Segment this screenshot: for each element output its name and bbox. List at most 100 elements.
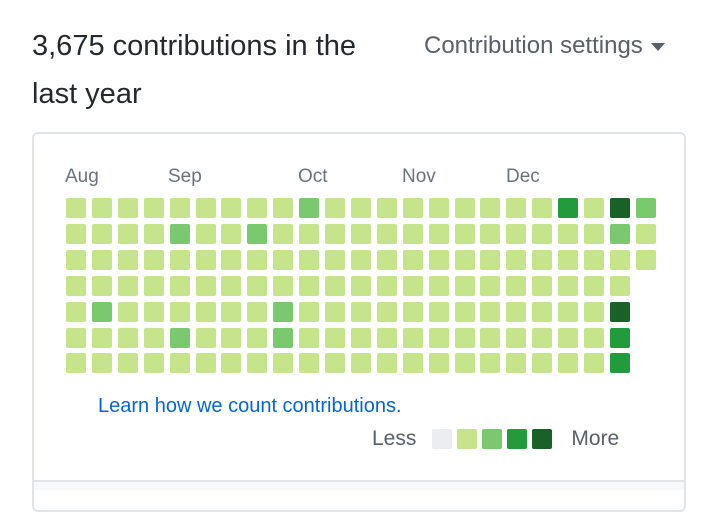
contribution-day-cell[interactable] [170,250,190,270]
contribution-day-cell[interactable] [455,198,475,218]
contribution-day-cell[interactable] [377,353,397,373]
contribution-day-cell[interactable] [558,353,578,373]
contribution-day-cell[interactable] [351,328,371,348]
contribution-day-cell[interactable] [351,250,371,270]
contribution-day-cell[interactable] [247,276,267,296]
contribution-day-cell[interactable] [558,224,578,244]
contribution-day-cell[interactable] [377,224,397,244]
contribution-day-cell[interactable] [429,276,449,296]
contribution-day-cell[interactable] [377,302,397,322]
contribution-day-cell[interactable] [273,276,293,296]
contribution-day-cell[interactable] [118,276,138,296]
contribution-day-cell[interactable] [196,302,216,322]
contribution-day-cell[interactable] [558,250,578,270]
contribution-day-cell[interactable] [144,302,164,322]
contribution-day-cell[interactable] [196,353,216,373]
contribution-day-cell[interactable] [221,276,241,296]
contribution-day-cell[interactable] [92,302,112,322]
contribution-day-cell[interactable] [118,198,138,218]
contribution-day-cell[interactable] [429,353,449,373]
contribution-day-cell[interactable] [610,250,630,270]
contribution-day-cell[interactable] [480,328,500,348]
contribution-day-cell[interactable] [299,276,319,296]
contribution-day-cell[interactable] [403,353,423,373]
contribution-day-cell[interactable] [196,224,216,244]
contribution-day-cell[interactable] [325,250,345,270]
contribution-day-cell[interactable] [144,276,164,296]
contribution-day-cell[interactable] [299,250,319,270]
contribution-day-cell[interactable] [610,276,630,296]
contribution-day-cell[interactable] [584,276,604,296]
contribution-day-cell[interactable] [455,353,475,373]
contribution-day-cell[interactable] [247,198,267,218]
contribution-day-cell[interactable] [506,276,526,296]
contribution-day-cell[interactable] [584,250,604,270]
contribution-day-cell[interactable] [325,328,345,348]
contribution-day-cell[interactable] [480,276,500,296]
contribution-day-cell[interactable] [325,198,345,218]
contribution-day-cell[interactable] [480,224,500,244]
contribution-day-cell[interactable] [196,198,216,218]
contribution-day-cell[interactable] [351,276,371,296]
contribution-day-cell[interactable] [247,250,267,270]
contribution-day-cell[interactable] [118,250,138,270]
contribution-day-cell[interactable] [170,198,190,218]
contribution-day-cell[interactable] [66,224,86,244]
contribution-day-cell[interactable] [273,250,293,270]
contribution-day-cell[interactable] [351,353,371,373]
contribution-day-cell[interactable] [584,198,604,218]
contribution-day-cell[interactable] [506,328,526,348]
contribution-day-cell[interactable] [480,302,500,322]
contribution-day-cell[interactable] [299,224,319,244]
contribution-day-cell[interactable] [273,302,293,322]
contribution-day-cell[interactable] [377,328,397,348]
contribution-day-cell[interactable] [66,276,86,296]
contribution-day-cell[interactable] [455,302,475,322]
contribution-day-cell[interactable] [610,302,630,322]
contribution-day-cell[interactable] [584,353,604,373]
contribution-day-cell[interactable] [506,198,526,218]
contribution-day-cell[interactable] [532,302,552,322]
contribution-day-cell[interactable] [299,198,319,218]
contribution-day-cell[interactable] [455,276,475,296]
contribution-day-cell[interactable] [377,250,397,270]
contribution-day-cell[interactable] [92,353,112,373]
contribution-day-cell[interactable] [325,302,345,322]
contribution-day-cell[interactable] [221,353,241,373]
contribution-day-cell[interactable] [247,353,267,373]
contribution-day-cell[interactable] [92,328,112,348]
contribution-day-cell[interactable] [170,302,190,322]
contribution-day-cell[interactable] [532,353,552,373]
contribution-day-cell[interactable] [247,224,267,244]
contribution-day-cell[interactable] [170,353,190,373]
contribution-day-cell[interactable] [325,224,345,244]
contribution-day-cell[interactable] [403,302,423,322]
contribution-day-cell[interactable] [299,302,319,322]
contribution-day-cell[interactable] [584,224,604,244]
contribution-day-cell[interactable] [92,250,112,270]
contribution-day-cell[interactable] [196,250,216,270]
contribution-day-cell[interactable] [636,224,656,244]
contribution-day-cell[interactable] [532,250,552,270]
contribution-day-cell[interactable] [429,328,449,348]
contribution-day-cell[interactable] [118,328,138,348]
contribution-day-cell[interactable] [429,198,449,218]
contribution-day-cell[interactable] [92,276,112,296]
contribution-day-cell[interactable] [221,198,241,218]
contribution-day-cell[interactable] [403,198,423,218]
contribution-day-cell[interactable] [144,224,164,244]
contribution-day-cell[interactable] [144,353,164,373]
contribution-day-cell[interactable] [144,198,164,218]
contribution-day-cell[interactable] [558,198,578,218]
contribution-day-cell[interactable] [558,276,578,296]
contribution-day-cell[interactable] [351,198,371,218]
contribution-day-cell[interactable] [610,198,630,218]
contribution-day-cell[interactable] [636,250,656,270]
contribution-day-cell[interactable] [455,224,475,244]
contribution-day-cell[interactable] [325,276,345,296]
contribution-day-cell[interactable] [584,328,604,348]
contribution-day-cell[interactable] [532,198,552,218]
contribution-day-cell[interactable] [558,302,578,322]
contribution-day-cell[interactable] [196,276,216,296]
contribution-day-cell[interactable] [403,224,423,244]
